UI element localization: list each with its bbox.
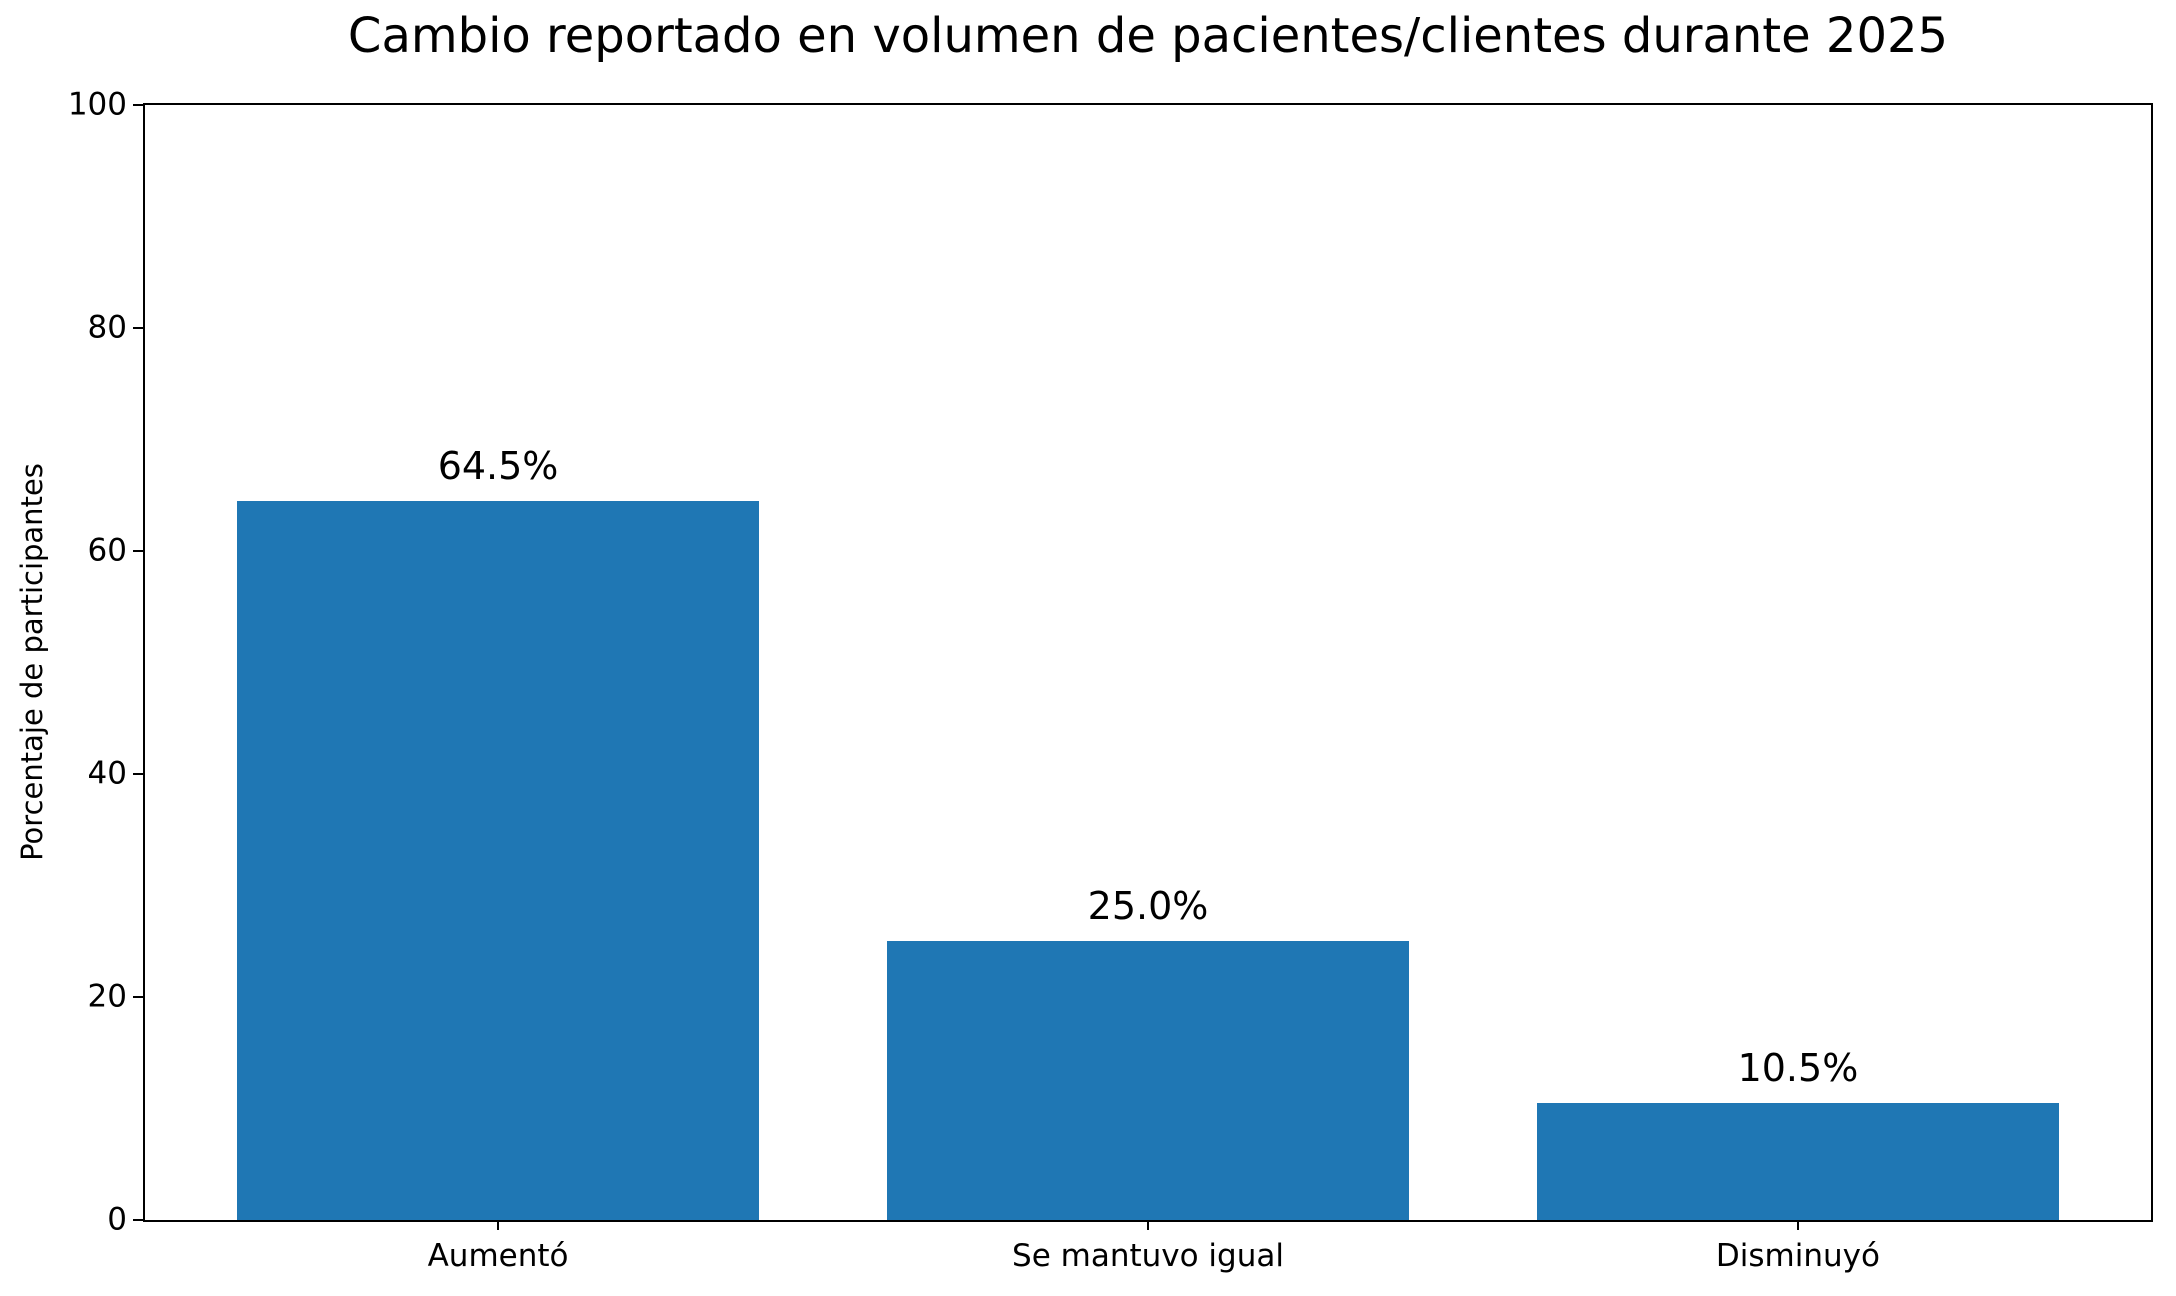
y-tick-label: 20: [87, 978, 127, 1015]
bar: [237, 500, 759, 1220]
x-tick-mark: [1147, 1220, 1149, 1230]
y-tick-label: 0: [107, 1201, 127, 1238]
x-tick-label: Aumentó: [427, 1238, 569, 1274]
y-tick-label: 80: [87, 309, 127, 346]
y-tick-mark: [133, 550, 143, 552]
y-tick-label: 40: [87, 755, 127, 792]
bar-value-label: 25.0%: [1087, 884, 1209, 929]
y-tick-mark: [133, 327, 143, 329]
y-axis-label: Porcentaje de participantes: [15, 463, 49, 861]
y-tick-mark: [133, 104, 143, 106]
y-tick-mark: [133, 773, 143, 775]
y-tick-mark: [133, 996, 143, 998]
x-tick-mark: [497, 1220, 500, 1230]
plot-area: 0 20 40 60 80 100 64.5% Aumentó 25.0% Se mantuvo …: [68, 89, 2153, 1274]
x-tick-label: Se mantuvo igual: [1012, 1238, 1284, 1274]
bar: [887, 941, 1409, 1220]
x-tick-label: Disminuyó: [1715, 1238, 1880, 1274]
bar-value-label: 10.5%: [1737, 1045, 1859, 1090]
y-tick-mark: [133, 1219, 143, 1221]
y-tick-label: 100: [67, 86, 127, 123]
bar-value-label: 64.5%: [437, 443, 559, 488]
y-tick-label: 60: [87, 532, 127, 569]
bar: [1537, 1102, 2059, 1220]
chart-title: Cambio reportado en volumen de pacientes…: [347, 8, 1949, 64]
x-tick-mark: [1796, 1220, 1799, 1230]
